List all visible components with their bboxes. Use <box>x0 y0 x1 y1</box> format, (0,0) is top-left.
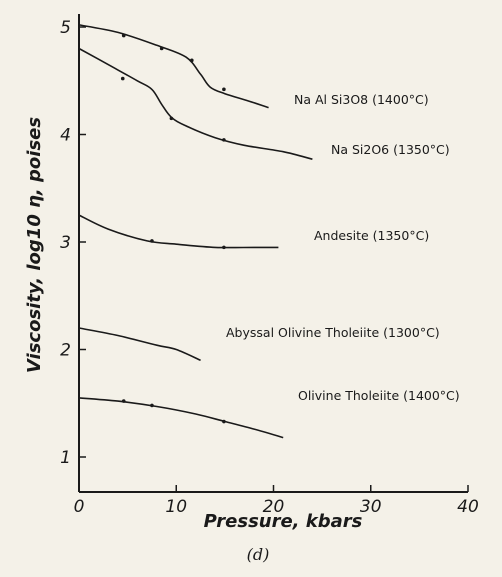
axes <box>78 14 468 493</box>
data-point <box>222 245 226 250</box>
y-axis-label: Viscosity, log10 η, poises <box>24 117 45 373</box>
x-tick-label: 30 <box>360 497 382 517</box>
series-na-si2o6-1350-c <box>78 47 313 160</box>
data-point <box>222 138 226 142</box>
series-label: Olivine Tholeiite (1400°C) <box>298 388 460 403</box>
y-tick-label: 4 <box>60 126 71 146</box>
tick-marks: 0 10 20 30 40 1 2 3 4 5 <box>60 18 479 517</box>
series-label: Na Al Si3O8 (1400°C) <box>294 92 429 107</box>
series-line <box>78 47 313 160</box>
x-tick-label: 20 <box>263 497 285 517</box>
x-tick-label: 40 <box>457 497 479 517</box>
data-point <box>190 58 194 63</box>
series-line <box>78 397 284 439</box>
data-point <box>159 46 164 51</box>
series-line <box>78 327 201 362</box>
series-label: Andesite (1350°C) <box>314 228 429 243</box>
data-point <box>150 403 154 408</box>
data-point <box>222 419 226 424</box>
data-point <box>121 399 126 403</box>
series-labels: Na Al Si3O8 (1400°C) Na Si2O6 (1350°C) And… <box>226 92 460 403</box>
data-point <box>222 87 226 92</box>
series-line <box>78 24 269 109</box>
series-andesite-1350-c <box>78 214 279 250</box>
data-point <box>121 33 126 38</box>
series-line <box>78 214 279 249</box>
y-tick-label: 5 <box>60 18 71 38</box>
figure-caption: (d) <box>247 545 270 564</box>
y-tick-label: 3 <box>60 233 71 253</box>
x-tick-label: 0 <box>74 497 85 517</box>
y-tick-label: 2 <box>60 341 71 361</box>
x-tick-label: 10 <box>165 497 187 517</box>
series-layer <box>78 24 313 439</box>
x-axis-label: Pressure, kbars <box>204 511 363 532</box>
series-label: Abyssal Olivine Tholeiite (1300°C) <box>226 325 440 340</box>
series-abyssal-olivine-tholeiite-1300-c <box>78 327 201 362</box>
data-point <box>120 76 125 81</box>
data-point <box>150 239 154 243</box>
series-olivine-tholeiite-1400-c <box>78 397 284 439</box>
series-label: Na Si2O6 (1350°C) <box>331 142 450 157</box>
series-na-al-si3o8-1400-c <box>78 24 269 109</box>
y-tick-label: 1 <box>60 448 71 468</box>
data-point <box>169 116 174 121</box>
